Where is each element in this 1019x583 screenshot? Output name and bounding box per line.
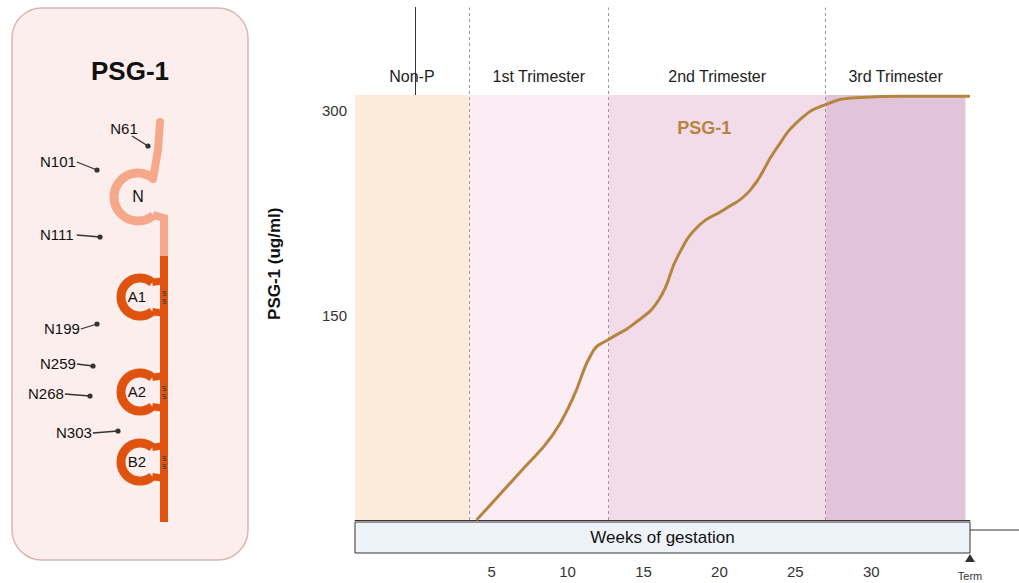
svg-text:150: 150 <box>322 307 347 324</box>
svg-text:Non-P: Non-P <box>389 68 434 85</box>
svg-text:N61: N61 <box>110 120 138 137</box>
svg-text:N101: N101 <box>40 153 76 170</box>
svg-text:N303: N303 <box>56 424 92 441</box>
svg-text:s: s <box>162 461 167 471</box>
svg-text:B2: B2 <box>128 453 146 470</box>
svg-text:s: s <box>162 383 167 393</box>
svg-text:N: N <box>132 188 144 205</box>
svg-text:25: 25 <box>787 563 804 580</box>
svg-text:PSG-1 (ug/ml): PSG-1 (ug/ml) <box>265 208 284 320</box>
svg-text:s: s <box>162 296 167 306</box>
svg-text:10: 10 <box>559 563 576 580</box>
svg-text:3rd Trimester: 3rd Trimester <box>848 68 943 85</box>
svg-text:PSG-1: PSG-1 <box>677 118 731 138</box>
svg-text:s: s <box>162 288 167 298</box>
svg-text:Term: Term <box>958 570 982 582</box>
svg-text:N111: N111 <box>40 226 74 243</box>
svg-text:N268: N268 <box>28 385 64 402</box>
svg-text:15: 15 <box>635 563 652 580</box>
svg-text:PSG-1: PSG-1 <box>91 56 169 86</box>
svg-text:s: s <box>162 391 167 401</box>
svg-text:Weeks of gestation: Weeks of gestation <box>590 528 734 547</box>
svg-text:300: 300 <box>322 102 347 119</box>
svg-text:2nd Trimester: 2nd Trimester <box>668 68 766 85</box>
svg-text:s: s <box>162 453 167 463</box>
svg-text:5: 5 <box>487 563 495 580</box>
svg-text:A1: A1 <box>128 288 146 305</box>
svg-text:N199: N199 <box>44 320 80 337</box>
svg-text:30: 30 <box>863 563 880 580</box>
svg-text:A2: A2 <box>128 383 146 400</box>
svg-text:1st Trimester: 1st Trimester <box>493 68 586 85</box>
svg-text:N259: N259 <box>40 355 76 372</box>
svg-text:20: 20 <box>711 563 728 580</box>
